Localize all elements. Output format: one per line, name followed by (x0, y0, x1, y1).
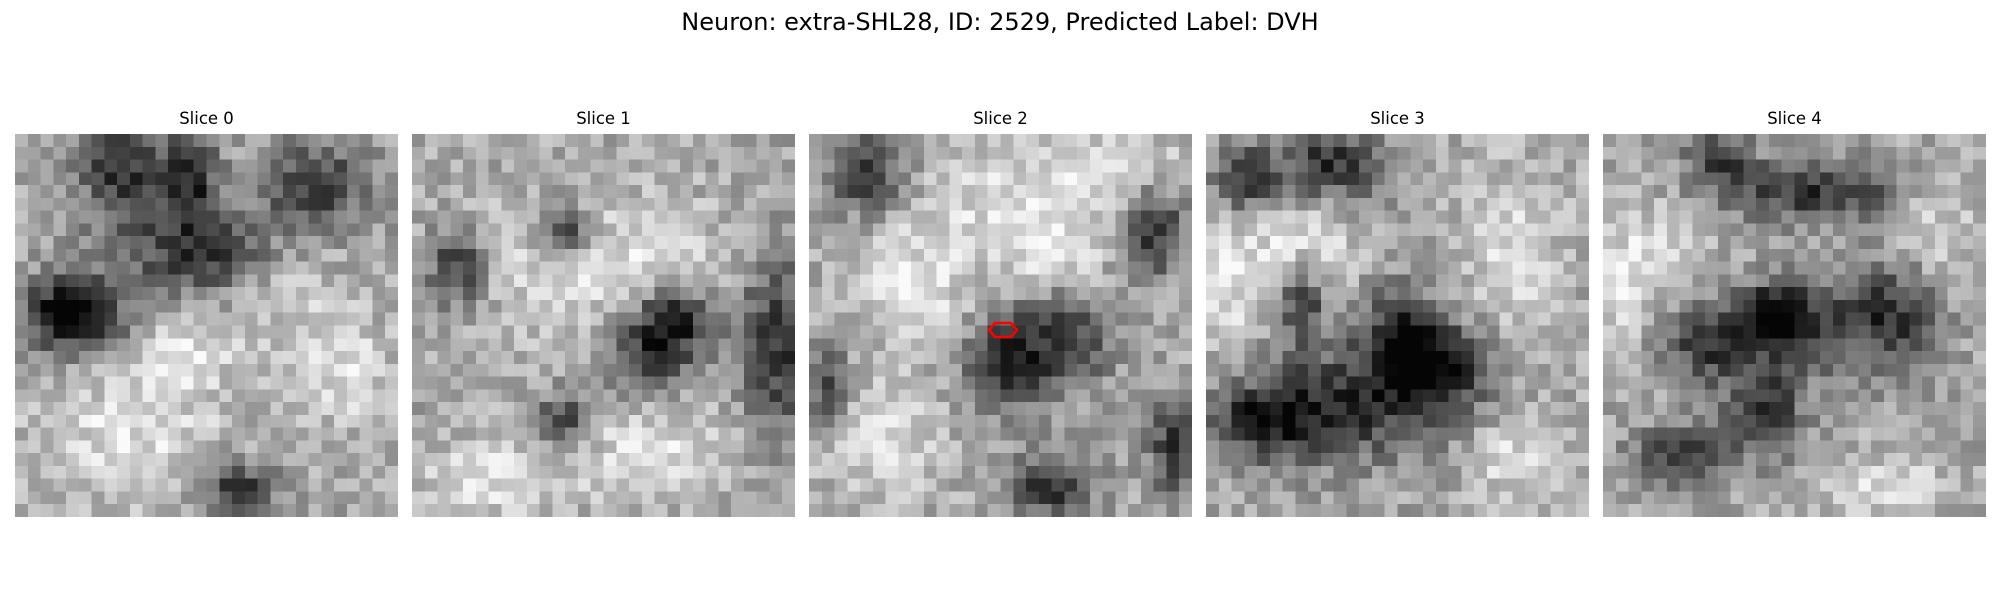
slice-title: Slice 1 (576, 109, 631, 128)
red-hexagon-marker (987, 321, 1019, 339)
hexagon-marker-icon (987, 321, 1019, 339)
slice-title: Slice 2 (973, 109, 1028, 128)
slice-panel-3: Slice 3 (1206, 108, 1589, 518)
slice-title: Slice 0 (179, 109, 234, 128)
slice-image (412, 134, 795, 517)
slice-panel-4: Slice 4 (1603, 108, 1986, 518)
slice-image (1206, 134, 1589, 517)
slice-panel-2: Slice 2 (809, 108, 1192, 518)
slice-panel-0: Slice 0 (15, 108, 398, 518)
slice-panel-1: Slice 1 (412, 108, 795, 518)
slice-image (15, 134, 398, 517)
slice-image (809, 134, 1192, 517)
slice-title: Slice 3 (1370, 109, 1425, 128)
slice-title: Slice 4 (1767, 109, 1822, 128)
figure-title: Neuron: extra-SHL28, ID: 2529, Predicted… (681, 8, 1319, 36)
slice-image (1603, 134, 1986, 517)
